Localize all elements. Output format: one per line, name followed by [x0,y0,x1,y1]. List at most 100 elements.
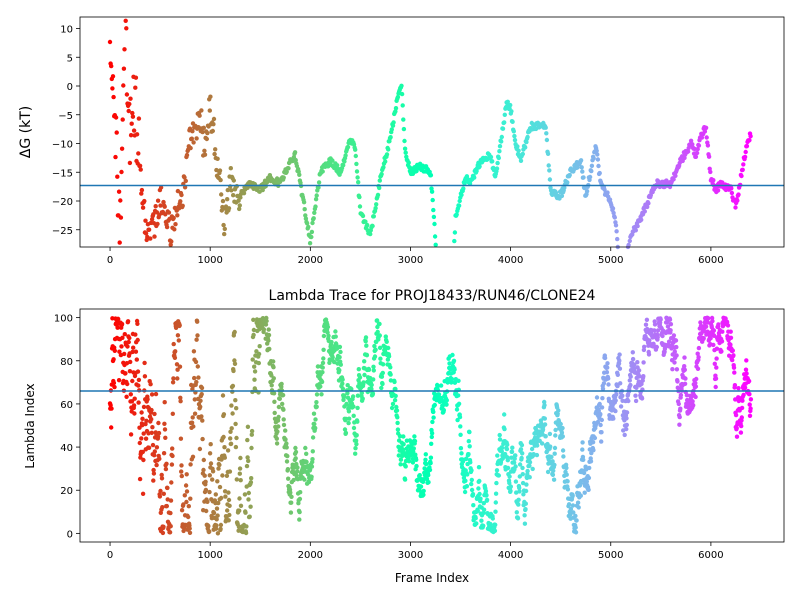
lambda-point [221,412,227,417]
lambda-point [225,508,230,513]
dg-point [685,149,691,154]
dg-point [699,135,705,140]
lambda-point [394,408,400,413]
lambda-point [203,479,208,484]
lambda-point [144,418,149,423]
lambda-point [401,442,406,447]
dg-point [205,130,210,136]
lambda-point [271,359,276,364]
lambda-point [245,455,250,460]
lambda-point [186,514,191,520]
lambda-point [516,497,521,502]
dg-point [696,143,702,148]
lambda-point [340,386,346,391]
dg-point [401,126,407,132]
dg-point [353,153,358,159]
dg-point [164,224,170,230]
lambda-point [493,509,498,514]
dg-point [119,146,125,151]
lambda-point [668,322,674,327]
dg-point [733,205,738,210]
lambda-point [184,489,190,494]
lambda-point [429,434,434,440]
lambda-point [366,367,372,372]
lambda-point [168,510,173,516]
lambda-point [182,493,187,498]
dg-point [184,152,190,158]
dg-point [131,128,137,133]
lambda-point [497,432,502,438]
lambda-point [517,462,523,467]
lambda-point [343,430,349,436]
lambda-point [460,459,466,464]
lambda-point [540,431,545,437]
lambda-point [714,365,719,370]
dg-point [225,197,230,202]
lambda-point [624,422,629,428]
dg-point [575,165,580,170]
dg-point [403,150,408,155]
lambda-point [682,367,687,372]
lambda-point [359,390,364,396]
lambda-point [592,435,598,441]
lambda-point [493,522,498,527]
lambda-point [179,469,184,474]
lambda-point [128,359,133,365]
x-tick-label: 1000 [197,550,222,561]
lambda-point [162,421,167,426]
lambda-point [550,459,555,464]
lambda-point [269,373,274,378]
lambda-point [388,372,393,377]
dg-point [388,135,393,140]
lambda-point [637,374,642,379]
lambda-point [379,374,385,379]
dg-point [393,106,399,111]
lambda-point [377,321,382,327]
lambda-point [647,338,652,343]
lambda-point [670,367,675,372]
lambda-point [652,322,658,327]
lambda-point [360,396,365,401]
lambda-point [519,442,525,448]
lambda-point [547,431,553,437]
lambda-point [452,380,458,385]
lambda-point [627,378,632,383]
lambda-point [570,503,576,508]
dg-point [389,127,394,132]
lambda-point [313,417,318,422]
lambda-point [229,403,234,408]
lambda-point [283,437,288,442]
lambda-point [142,374,148,379]
dg-point [316,180,322,185]
lambda-point [504,446,510,452]
x-tick-label: 1000 [197,255,222,266]
lambda-point [373,347,378,352]
lambda-point [628,374,633,379]
lambda-point [252,377,257,382]
dg-point [368,231,373,237]
lambda-point [244,524,249,529]
dg-point [509,109,514,114]
lambda-point [646,352,652,357]
dg-point [155,198,161,203]
lambda-point [171,341,176,347]
lambda-point [574,518,579,523]
lambda-point [464,484,470,489]
lambda-point [171,376,176,381]
lambda-point [523,488,529,494]
lambda-point [470,492,476,497]
lambda-point [524,482,529,487]
dg-point [543,125,548,130]
lambda-point [313,425,318,431]
dg-point [627,238,632,244]
dg-point [512,133,517,139]
lambda-point [302,477,307,482]
dg-point [281,175,286,180]
lambda-point [550,472,556,477]
dg-point [202,148,207,153]
dg-point [427,169,432,175]
lambda-point [109,406,114,411]
lambda-point [151,471,157,476]
dg-point [354,169,360,174]
lambda-point [678,392,684,398]
